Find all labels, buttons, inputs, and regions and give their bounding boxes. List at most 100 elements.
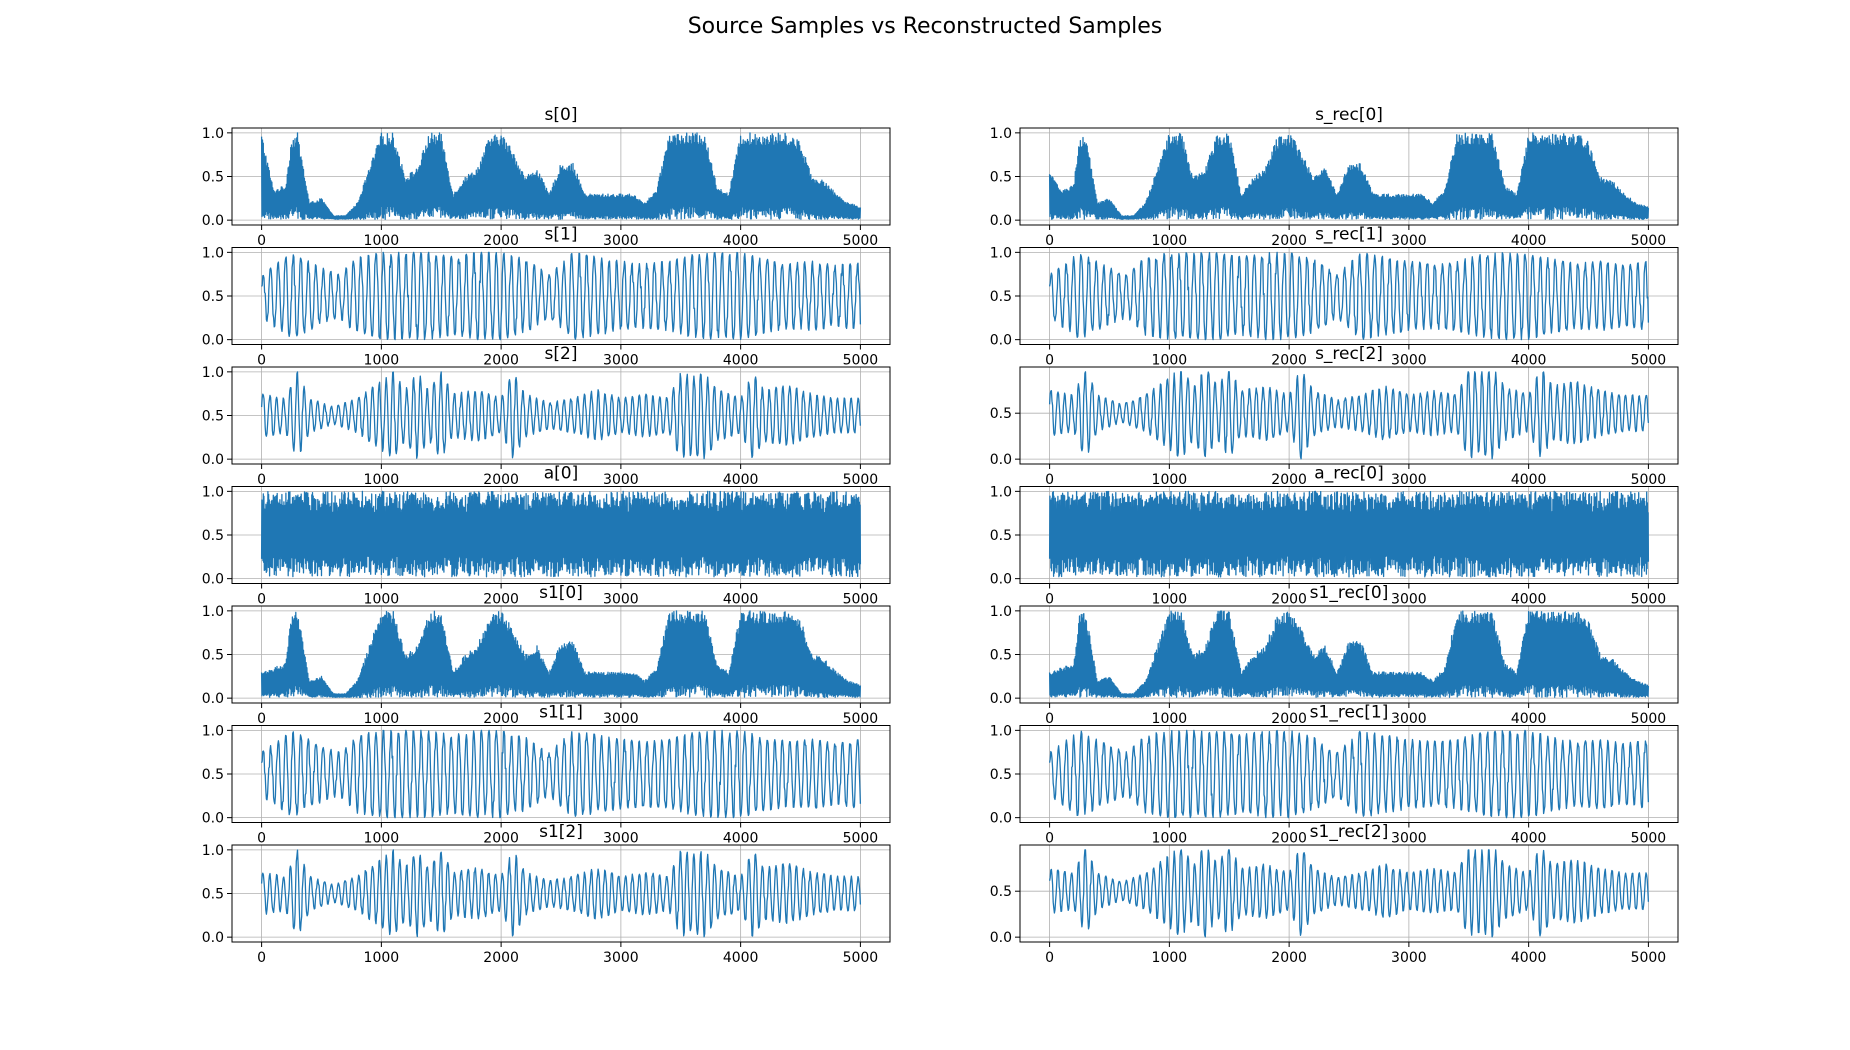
y-tick-label: 1.0 — [990, 604, 1012, 620]
x-tick-label: 0 — [1045, 592, 1054, 608]
x-tick-label: 4000 — [1511, 831, 1547, 847]
y-tick-label: 1.0 — [990, 126, 1012, 142]
y-tick-label: 0.5 — [202, 767, 224, 783]
axes-frame — [1019, 844, 1679, 943]
x-tick-label: 2000 — [1271, 353, 1307, 369]
y-tick-label: 1.0 — [990, 723, 1012, 739]
x-tick-label: 2000 — [483, 592, 519, 608]
x-tick-label: 3000 — [603, 592, 639, 608]
y-tick-label: 0.5 — [990, 648, 1012, 664]
x-tick-label: 3000 — [603, 353, 639, 369]
y-tick-label: 0.5 — [990, 170, 1012, 186]
x-tick-label: 0 — [1045, 950, 1054, 966]
x-tick-label: 5000 — [1631, 831, 1667, 847]
x-tick-label: 5000 — [843, 592, 879, 608]
subplot-s-rec-0: 0 1000 2000 3000 4000 5000 0.0 0.5 1.0 s_rec[0] — [990, 105, 1679, 249]
x-tick-label: 2000 — [483, 950, 519, 966]
y-tick-label: 1.0 — [990, 245, 1012, 261]
x-tick-label: 4000 — [1511, 592, 1547, 608]
subplot-title: s[2] — [545, 344, 578, 364]
subplot-s1-rec-0: 0 1000 2000 3000 4000 5000 0.0 0.5 1.0 s1_rec[0] — [990, 583, 1679, 727]
subplot-s1-rec-2: 0 1000 2000 3000 4000 5000 0.0 0.5 s1_rec[2] — [990, 822, 1679, 966]
y-tick-label: 0.5 — [202, 648, 224, 664]
x-tick-label: 5000 — [1631, 950, 1667, 966]
y-tick-label: 1.0 — [202, 245, 224, 261]
x-tick-label: 3000 — [1391, 353, 1427, 369]
x-tick-label: 2000 — [483, 711, 519, 727]
x-tick-label: 5000 — [1631, 472, 1667, 488]
x-tick-label: 1000 — [364, 711, 400, 727]
x-tick-label: 5000 — [1631, 592, 1667, 608]
x-tick-label: 0 — [1045, 831, 1054, 847]
x-tick-label: 1000 — [1152, 472, 1188, 488]
x-tick-label: 1000 — [1152, 711, 1188, 727]
x-tick-label: 0 — [257, 353, 266, 369]
x-tick-label: 4000 — [1511, 711, 1547, 727]
y-tick-label: 1.0 — [202, 843, 224, 859]
series-line — [1048, 371, 1650, 460]
subplot-s1-rec-1: 0 1000 2000 3000 4000 5000 0.0 0.5 1.0 s1_rec[1] — [990, 703, 1679, 847]
figure-title: Source Samples vs Reconstructed Samples — [687, 14, 1163, 39]
x-tick-label: 1000 — [364, 950, 400, 966]
x-tick-label: 2000 — [483, 831, 519, 847]
x-tick-label: 5000 — [843, 472, 879, 488]
y-tick-label: 0.0 — [990, 452, 1012, 468]
subplot-title: s_rec[2] — [1315, 344, 1383, 364]
x-tick-label: 4000 — [1511, 950, 1547, 966]
x-tick-label: 1000 — [364, 233, 400, 249]
y-tick-label: 1.0 — [202, 723, 224, 739]
y-tick-label: 0.5 — [990, 884, 1012, 900]
x-tick-label: 1000 — [1152, 831, 1188, 847]
x-tick-label: 3000 — [1391, 592, 1427, 608]
y-tick-label: 0.5 — [202, 528, 224, 544]
y-tick-label: 0.5 — [990, 406, 1012, 422]
x-tick-label: 5000 — [1631, 353, 1667, 369]
x-tick-label: 0 — [1045, 472, 1054, 488]
x-tick-label: 1000 — [1152, 592, 1188, 608]
x-tick-label: 0 — [1045, 711, 1054, 727]
series-line — [260, 610, 862, 698]
subplot-a-rec-0: 0 1000 2000 3000 4000 5000 0.0 0.5 1.0 a_rec[0] — [990, 464, 1679, 608]
x-tick-label: 1000 — [1152, 353, 1188, 369]
x-tick-label: 5000 — [843, 831, 879, 847]
series-line — [1048, 729, 1650, 819]
subplot-title: s1[2] — [539, 822, 583, 842]
x-tick-label: 5000 — [1631, 233, 1667, 249]
x-tick-label: 5000 — [843, 353, 879, 369]
y-tick-label: 1.0 — [990, 484, 1012, 500]
x-tick-label: 0 — [1045, 353, 1054, 369]
x-tick-label: 0 — [257, 950, 266, 966]
x-tick-label: 1000 — [1152, 233, 1188, 249]
x-tick-label: 3000 — [1391, 472, 1427, 488]
x-tick-label: 1000 — [364, 592, 400, 608]
x-tick-label: 2000 — [483, 472, 519, 488]
subplot-title: s[1] — [545, 225, 578, 245]
subplot-title: a[0] — [544, 464, 579, 484]
y-tick-label: 0.5 — [202, 289, 224, 305]
series-line — [1048, 610, 1650, 698]
y-tick-label: 0.0 — [202, 691, 224, 707]
x-tick-label: 3000 — [1391, 711, 1427, 727]
subplot-s-rec-2: 0 1000 2000 3000 4000 5000 0.0 0.5 s_rec[2] — [990, 344, 1679, 488]
series-line — [260, 132, 862, 220]
x-tick-label: 0 — [257, 831, 266, 847]
subplot-title: a_rec[0] — [1314, 464, 1383, 484]
subplot-title: s_rec[0] — [1315, 105, 1383, 125]
subplot-title: s1[0] — [539, 583, 583, 603]
x-tick-label: 3000 — [603, 950, 639, 966]
subplot-s1-0: 0 1000 2000 3000 4000 5000 0.0 0.5 1.0 s1[0] — [202, 583, 891, 727]
subplot-s-1: 0 1000 2000 3000 4000 5000 0.0 0.5 1.0 s[1] — [202, 225, 891, 369]
x-tick-label: 4000 — [723, 950, 759, 966]
x-tick-label: 2000 — [1271, 831, 1307, 847]
x-tick-label: 5000 — [843, 711, 879, 727]
x-tick-label: 5000 — [1631, 711, 1667, 727]
x-tick-label: 0 — [257, 592, 266, 608]
subplot-a-0: 0 1000 2000 3000 4000 5000 0.0 0.5 1.0 a[0] — [202, 464, 891, 608]
y-tick-label: 0.0 — [202, 572, 224, 588]
x-tick-label: 1000 — [364, 472, 400, 488]
series-line — [1048, 132, 1650, 220]
y-tick-label: 0.0 — [990, 930, 1012, 946]
y-tick-label: 0.0 — [202, 333, 224, 349]
x-tick-label: 4000 — [723, 711, 759, 727]
